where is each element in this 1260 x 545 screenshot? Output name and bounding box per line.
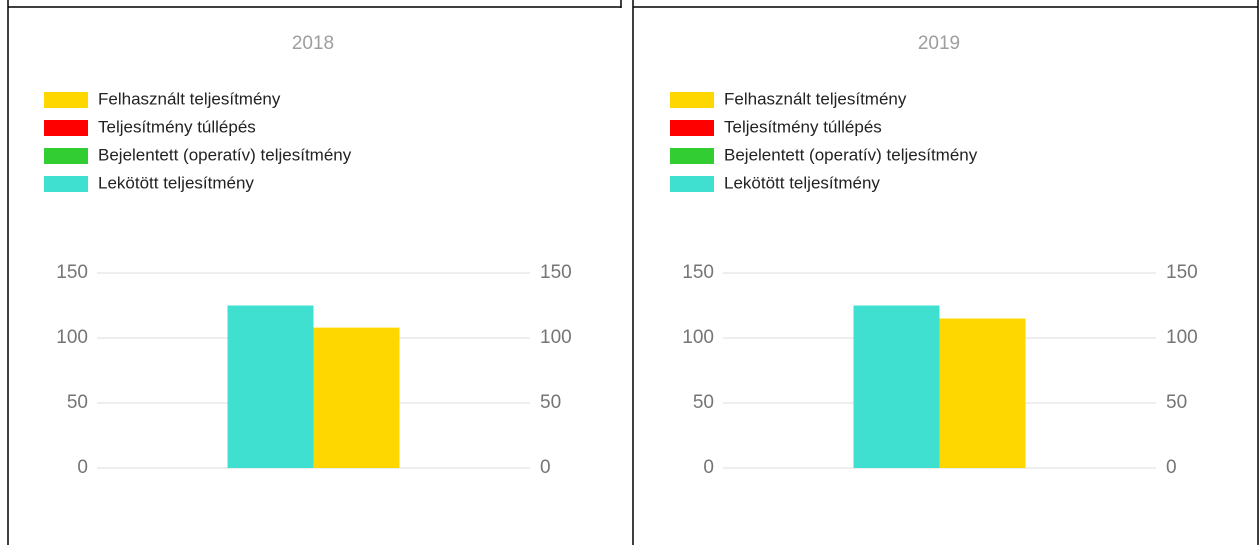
legend-swatch (44, 176, 88, 192)
bar (313, 327, 400, 468)
legend-label: Lekötött teljesítmény (98, 173, 254, 192)
y2-tick-label: 100 (540, 327, 572, 348)
y2-tick-label: 50 (540, 392, 561, 413)
legend-swatch (670, 148, 714, 164)
y-tick-label: 100 (682, 327, 714, 348)
legend-label: Bejelentett (operatív) teljesítmény (98, 145, 352, 164)
y2-tick-label: 0 (1166, 457, 1177, 478)
legend-swatch (44, 120, 88, 136)
legend-swatch (670, 92, 714, 108)
y-tick-label: 100 (56, 327, 88, 348)
y-tick-label: 0 (77, 457, 88, 478)
legend-label: Lekötött teljesítmény (724, 173, 880, 192)
y2-tick-label: 150 (1166, 262, 1198, 283)
legend-swatch (44, 148, 88, 164)
y2-tick-label: 0 (540, 457, 551, 478)
legend-swatch (670, 176, 714, 192)
legend-swatch (670, 120, 714, 136)
chart-title: 2019 (918, 33, 960, 54)
y-tick-label: 50 (693, 392, 714, 413)
y-tick-label: 150 (682, 262, 714, 283)
y2-tick-label: 150 (540, 262, 572, 283)
legend-label: Teljesítmény túllépés (98, 117, 256, 136)
bar (227, 305, 314, 468)
y-tick-label: 150 (56, 262, 88, 283)
y-tick-label: 0 (703, 457, 714, 478)
legend-label: Felhasznált teljesítmény (724, 89, 907, 108)
y2-tick-label: 50 (1166, 392, 1187, 413)
y2-tick-label: 100 (1166, 327, 1198, 348)
y-tick-label: 50 (67, 392, 88, 413)
bar (939, 318, 1026, 468)
bar (853, 305, 940, 468)
legend-label: Bejelentett (operatív) teljesítmény (724, 145, 978, 164)
legend-swatch (44, 92, 88, 108)
chart-title: 2018 (292, 33, 334, 54)
legend-label: Felhasznált teljesítmény (98, 89, 281, 108)
legend-label: Teljesítmény túllépés (724, 117, 882, 136)
